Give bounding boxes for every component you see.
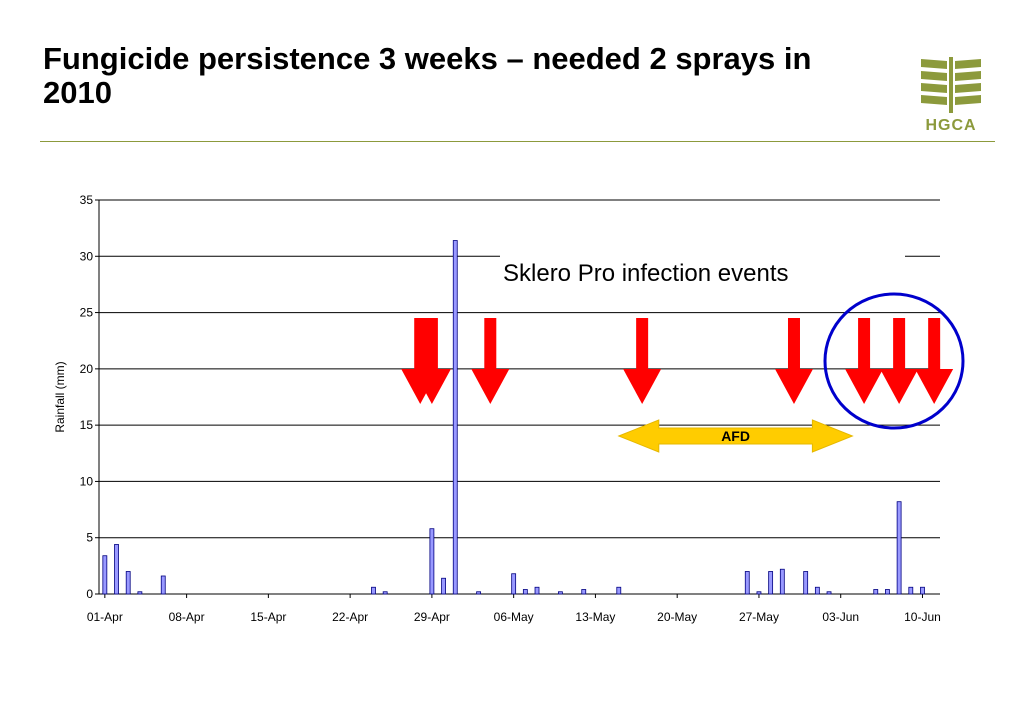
x-tick-label: 13-May (575, 610, 615, 624)
x-tick-label: 15-Apr (250, 610, 286, 624)
x-tick-label: 01-Apr (87, 610, 123, 624)
infection-events-label: Sklero Pro infection events (503, 260, 788, 287)
rainfall-chart: 0 5 10 15 20 25 30 35 Rainfall (mm) 01-Apr 08-Apr 1… (53, 193, 965, 624)
x-tick-label: 10-Jun (904, 610, 941, 624)
x-tick-label: 29-Apr (414, 610, 450, 624)
y-tick-label: 30 (80, 249, 94, 263)
x-tick-label: 22-Apr (332, 610, 368, 624)
rainfall-bar (137, 591, 143, 595)
y-tick-label: 5 (86, 531, 93, 545)
infection-arrow (471, 318, 510, 404)
title-divider (40, 141, 995, 142)
infection-arrow (915, 318, 954, 404)
infection-arrow (412, 318, 451, 404)
rainfall-bar (768, 571, 774, 595)
rainfall-bar (371, 586, 376, 595)
x-tick-label: 06-May (494, 610, 534, 624)
infection-arrow (774, 318, 813, 404)
y-axis-title: Rainfall (mm) (53, 361, 67, 432)
infection-arrow (623, 318, 662, 404)
rainfall-bar (382, 591, 388, 595)
rainfall-bar (814, 586, 820, 595)
afd-double-arrow (617, 419, 854, 453)
highlight-circle (823, 292, 965, 430)
rainfall-bar (779, 568, 785, 595)
y-tick-label: 0 (86, 587, 93, 601)
rainfall-bar (873, 589, 879, 595)
hgca-logo: HGCA (915, 55, 987, 137)
rainfall-bar (511, 573, 517, 595)
rainfall-bar (557, 591, 563, 595)
rainfall-bar (581, 589, 587, 595)
afd-label: AFD (721, 428, 750, 444)
rainfall-bar (102, 555, 108, 595)
wheat-logo-icon (921, 57, 981, 113)
rainfall-bar (803, 571, 809, 595)
infection-arrow (880, 318, 919, 404)
infection-arrow (845, 318, 884, 404)
rainfall-bar (744, 571, 750, 595)
x-tick-label: 08-Apr (169, 610, 205, 624)
rainfall-bar (534, 586, 540, 595)
rainfall-bar (756, 591, 762, 595)
x-tick-label: 27-May (739, 610, 779, 624)
y-tick-label: 25 (80, 306, 94, 320)
y-tick-label: 20 (80, 362, 94, 376)
rainfall-bar (885, 589, 890, 595)
rainfall-bar (429, 528, 435, 595)
rainfall-bar (920, 586, 925, 595)
x-tick-label: 03-Jun (822, 610, 859, 624)
rainfall-bar (125, 571, 131, 595)
x-tick-label: 20-May (657, 610, 697, 624)
rainfall-bar (908, 586, 914, 595)
page-title: Fungicide persistence 3 weeks – needed 2… (43, 41, 812, 110)
y-tick-label: 35 (80, 193, 94, 207)
rainfall-bar (114, 544, 119, 595)
annotation-backdrop (500, 253, 905, 291)
rainfall-bar (476, 591, 482, 595)
rainfall-bar (452, 240, 458, 595)
y-tick-label: 15 (80, 418, 94, 432)
rainfall-bar (160, 575, 166, 595)
rainfall-bar (826, 591, 832, 595)
rainfall-bar (616, 586, 622, 595)
rainfall-bar (522, 589, 528, 595)
y-tick-label: 10 (80, 474, 94, 488)
rainfall-bar (441, 577, 446, 595)
rainfall-bar (896, 501, 902, 595)
logo-text: HGCA (925, 117, 977, 134)
